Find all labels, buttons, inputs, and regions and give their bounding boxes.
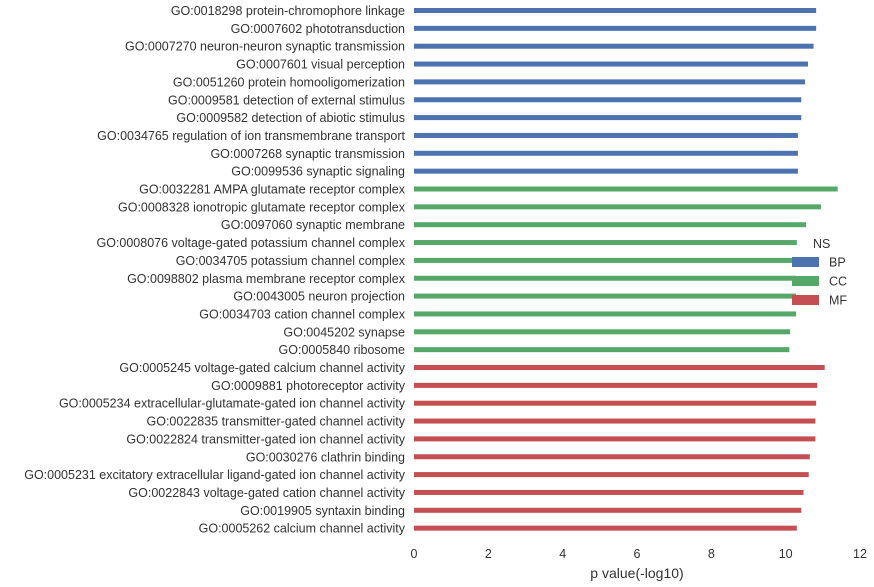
category-label: GO:0032281 AMPA glutamate receptor compl… <box>139 183 406 197</box>
category-label: GO:0009881 photoreceptor activity <box>211 379 406 393</box>
legend-title: NS <box>813 237 830 251</box>
x-tick-label: 8 <box>708 547 715 561</box>
category-label: GO:0022835 transmitter-gated channel act… <box>147 415 406 429</box>
bar-cc <box>414 311 797 317</box>
category-label: GO:0005262 calcium channel activity <box>199 522 406 536</box>
category-label: GO:0051260 protein homooligomerization <box>173 75 405 89</box>
bar-mf <box>414 436 816 442</box>
category-label: GO:0099536 synaptic signaling <box>231 165 405 179</box>
bar-cc <box>414 222 807 228</box>
category-label: GO:0034765 regulation of ion transmembra… <box>97 129 405 143</box>
bar-cc <box>414 275 797 281</box>
x-tick-label: 2 <box>485 547 492 561</box>
bar-mf <box>414 418 816 424</box>
legend-swatch-cc <box>792 276 819 286</box>
category-labels: GO:0018298 protein-chromophore linkage GO… <box>24 4 406 536</box>
x-tick-label: 6 <box>634 547 641 561</box>
bar-cc <box>414 204 821 210</box>
bar-mf <box>414 472 809 478</box>
x-tick-label: 10 <box>779 547 793 561</box>
x-tick-label: 4 <box>559 547 566 561</box>
bar-bp <box>414 132 798 138</box>
category-label: GO:0022824 transmitter-gated ion channel… <box>126 432 405 446</box>
bars-group <box>414 8 838 531</box>
bar-bp <box>414 79 805 85</box>
category-label: GO:0009581 detection of external stimulu… <box>168 93 405 107</box>
bar-cc <box>414 186 838 192</box>
bar-bp <box>414 43 814 49</box>
x-axis-label: p value(-log10) <box>590 565 683 581</box>
category-label: GO:0005840 ribosome <box>279 343 406 357</box>
legend-swatch-mf <box>792 295 819 305</box>
bar-bp <box>414 150 798 156</box>
category-label: GO:0098802 plasma membrane receptor comp… <box>127 272 406 286</box>
category-label: GO:0005231 excitatory extracellular liga… <box>24 468 406 482</box>
category-label: GO:0005234 extracellular-glutamate-gated… <box>59 397 406 411</box>
category-label: GO:0018298 protein-chromophore linkage <box>171 4 405 18</box>
bar-cc <box>414 240 797 246</box>
category-label: GO:0008328 ionotropic glutamate receptor… <box>118 200 406 214</box>
bar-bp <box>414 61 808 67</box>
category-label: GO:0007268 synaptic transmission <box>210 147 405 161</box>
legend-label-mf: MF <box>829 294 847 308</box>
category-label: GO:0005245 voltage-gated calcium channel… <box>119 361 405 375</box>
bar-cc <box>414 257 797 263</box>
category-label: GO:0019905 syntaxin binding <box>240 504 405 518</box>
category-label: GO:0007601 visual perception <box>236 58 405 72</box>
bar-mf <box>414 365 825 370</box>
category-label: GO:0045202 synapse <box>283 325 405 339</box>
category-label: GO:0007270 neuron-neuron synaptic transm… <box>125 40 405 54</box>
legend-label-cc: CC <box>829 275 847 289</box>
bar-cc <box>414 293 797 299</box>
x-tick-label: 12 <box>853 547 867 561</box>
category-label: GO:0034705 potassium channel complex <box>176 254 406 268</box>
x-tick-label: 0 <box>411 547 418 561</box>
bar-bp <box>414 168 798 174</box>
bar-mf <box>414 454 810 460</box>
bar-mf <box>414 382 818 388</box>
bar-cc <box>414 329 791 335</box>
category-label: GO:0097060 synaptic membrane <box>221 218 405 232</box>
bar-cc <box>414 347 790 353</box>
category-label: GO:0030276 clathrin binding <box>246 450 405 464</box>
x-tick-labels: 0 2 4 6 8 10 12 <box>411 547 867 561</box>
bar-mf <box>414 489 804 495</box>
bar-mf <box>414 400 817 406</box>
category-label: GO:0043005 neuron projection <box>233 290 405 304</box>
category-label: GO:0009582 detection of abiotic stimulus <box>176 111 405 125</box>
category-label: GO:0008076 voltage-gated potassium chann… <box>96 236 405 250</box>
bar-bp <box>414 115 802 121</box>
category-label: GO:0022843 voltage-gated cation channel … <box>128 486 405 500</box>
category-label: GO:0034703 cation channel complex <box>199 307 405 321</box>
legend: NS BP CC MF <box>792 237 847 308</box>
bar-bp <box>414 8 817 13</box>
category-label: GO:0007602 phototransduction <box>231 22 405 36</box>
bar-bp <box>414 25 817 31</box>
bar-mf <box>414 507 802 513</box>
legend-swatch-bp <box>792 257 819 267</box>
bar-mf <box>414 525 797 531</box>
legend-label-bp: BP <box>829 256 846 270</box>
bar-bp <box>414 97 802 103</box>
